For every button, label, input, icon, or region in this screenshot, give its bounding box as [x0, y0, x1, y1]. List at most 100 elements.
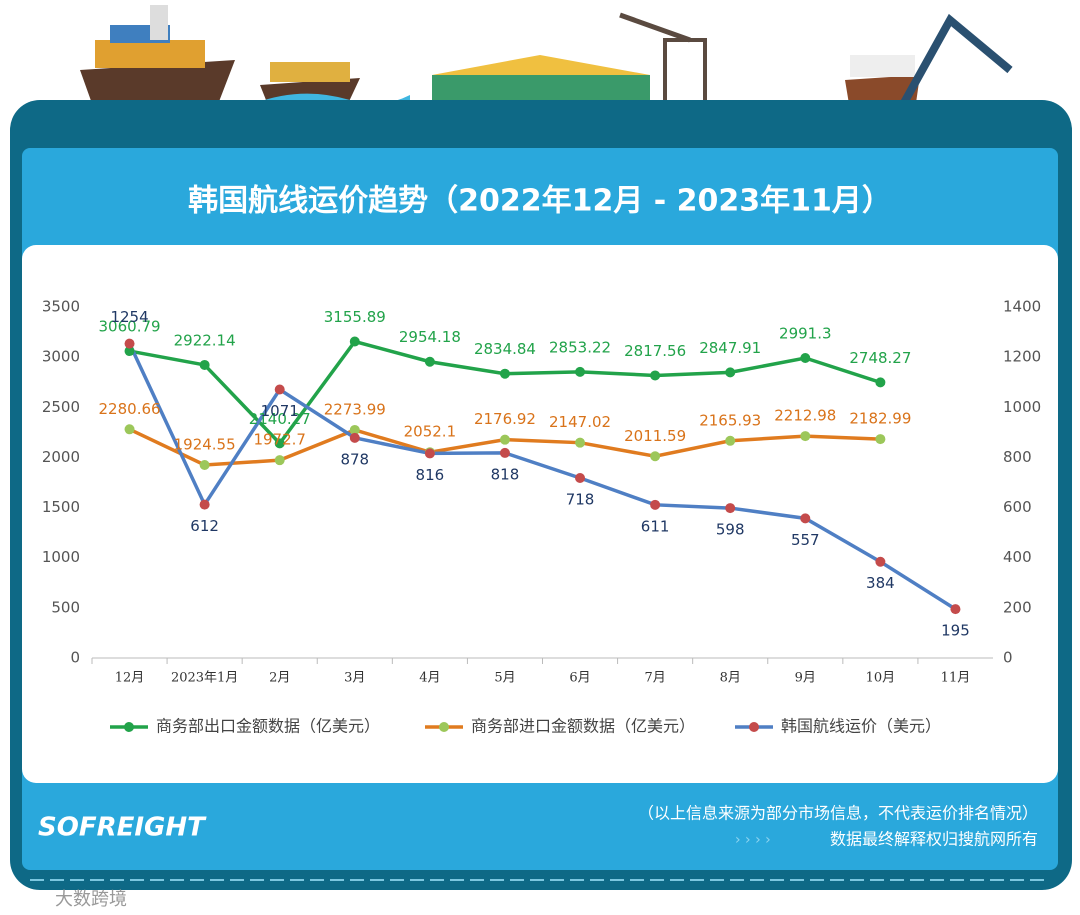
point [875, 556, 886, 567]
point [124, 424, 135, 435]
y2-tick-label: 600 [1003, 498, 1032, 516]
value-label: 878 [340, 450, 369, 468]
header-illustration [80, 5, 1013, 112]
source-note: （以上信息来源为部分市场信息，不代表运价排名情况） [638, 804, 1038, 823]
value-label: 2991.3 [779, 325, 832, 343]
y2-tick-label: 1400 [1003, 298, 1041, 316]
y2-tick-label: 1200 [1003, 348, 1041, 366]
point [499, 447, 510, 458]
y-tick-label: 0 [70, 649, 80, 667]
point [725, 367, 736, 378]
value-label: 2817.56 [624, 342, 686, 360]
x-tick-label: 2月 [269, 671, 290, 686]
x-tick-label: 9月 [795, 671, 816, 686]
value-label: 611 [641, 517, 670, 535]
point [499, 368, 510, 379]
value-label: 2212.98 [774, 407, 836, 425]
value-label: 2011.59 [624, 427, 686, 445]
value-label: 2052.1 [404, 423, 457, 441]
value-label: 384 [866, 574, 895, 592]
point [800, 513, 811, 524]
point [349, 336, 360, 347]
value-label: 2280.66 [99, 400, 161, 418]
point [800, 353, 811, 364]
point [424, 448, 435, 459]
value-label: 2165.93 [699, 411, 761, 429]
value-label: 2176.92 [474, 410, 536, 428]
value-label: 816 [416, 466, 445, 484]
value-label: 2853.22 [549, 338, 611, 356]
y-tick-label: 1000 [42, 548, 80, 566]
x-tick-label: 5月 [494, 671, 515, 686]
y-tick-label: 1500 [42, 498, 80, 516]
value-label: 195 [941, 622, 970, 640]
value-label: 612 [190, 517, 219, 535]
legend-label: 韩国航线运价（美元） [781, 717, 941, 736]
y-tick-label: 500 [51, 598, 80, 616]
point [575, 366, 586, 377]
legend-marker [439, 722, 449, 732]
value-label: 3155.89 [324, 308, 386, 326]
point [424, 356, 435, 367]
point [199, 459, 210, 470]
y2-tick-label: 800 [1003, 448, 1032, 466]
rights-note: 数据最终解释权归搜航网所有 [830, 830, 1038, 849]
value-label: 2954.18 [399, 328, 461, 346]
x-tick-label: 10月 [866, 671, 896, 686]
point [349, 424, 360, 435]
x-tick-label: 12月 [115, 671, 145, 686]
y2-tick-label: 1000 [1003, 398, 1041, 416]
value-label: 818 [491, 465, 520, 483]
logo: SOFREIGHT [38, 813, 207, 843]
point [349, 432, 360, 443]
point [650, 370, 661, 381]
watermark: 大数跨境 [55, 889, 127, 910]
x-tick-label: 11月 [941, 671, 971, 686]
point [274, 438, 285, 449]
value-label: 2147.02 [549, 413, 611, 431]
value-label: 1071 [261, 402, 299, 420]
point [725, 503, 736, 514]
point [124, 346, 135, 357]
chart-panel [22, 245, 1058, 783]
legend-label: 商务部进口金额数据（亿美元） [471, 717, 695, 736]
y-tick-label: 2000 [42, 448, 80, 466]
point [575, 472, 586, 483]
value-label: 2847.91 [699, 339, 761, 357]
point [800, 431, 811, 442]
point [725, 435, 736, 446]
series-line [127, 342, 957, 611]
value-label: 598 [716, 521, 745, 539]
chevrons: › › › › [735, 832, 771, 848]
value-label: 2834.84 [474, 340, 536, 358]
point [650, 451, 661, 462]
legend-label: 商务部出口金额数据（亿美元） [156, 717, 380, 736]
y2-tick-label: 0 [1003, 649, 1013, 667]
x-tick-label: 7月 [644, 671, 665, 686]
x-tick-label: 2023年1月 [171, 671, 238, 686]
legend-marker [749, 722, 759, 732]
point [274, 384, 285, 395]
point [499, 434, 510, 445]
x-tick-label: 8月 [720, 671, 741, 686]
plot: 0 500 1000 1500 2000 2500 3000 3500 0 200 400 600 80… [42, 298, 1041, 736]
y2-tick-label: 400 [1003, 548, 1032, 566]
value-label: 2273.99 [324, 400, 386, 418]
value-label: 718 [566, 490, 595, 508]
y-tick-label: 2500 [42, 398, 80, 416]
value-label: 3060.79 [99, 318, 161, 336]
value-label: 557 [791, 531, 820, 549]
point [875, 434, 886, 445]
x-tick-label: 6月 [569, 671, 590, 686]
point [274, 455, 285, 466]
y2-tick-label: 200 [1003, 598, 1032, 616]
point [875, 377, 886, 388]
point [650, 499, 661, 510]
point [575, 437, 586, 448]
point [950, 604, 961, 615]
x-tick-label: 4月 [419, 671, 440, 686]
value-label: 2182.99 [849, 410, 911, 428]
point [124, 338, 135, 349]
y-tick-label: 3000 [42, 348, 80, 366]
